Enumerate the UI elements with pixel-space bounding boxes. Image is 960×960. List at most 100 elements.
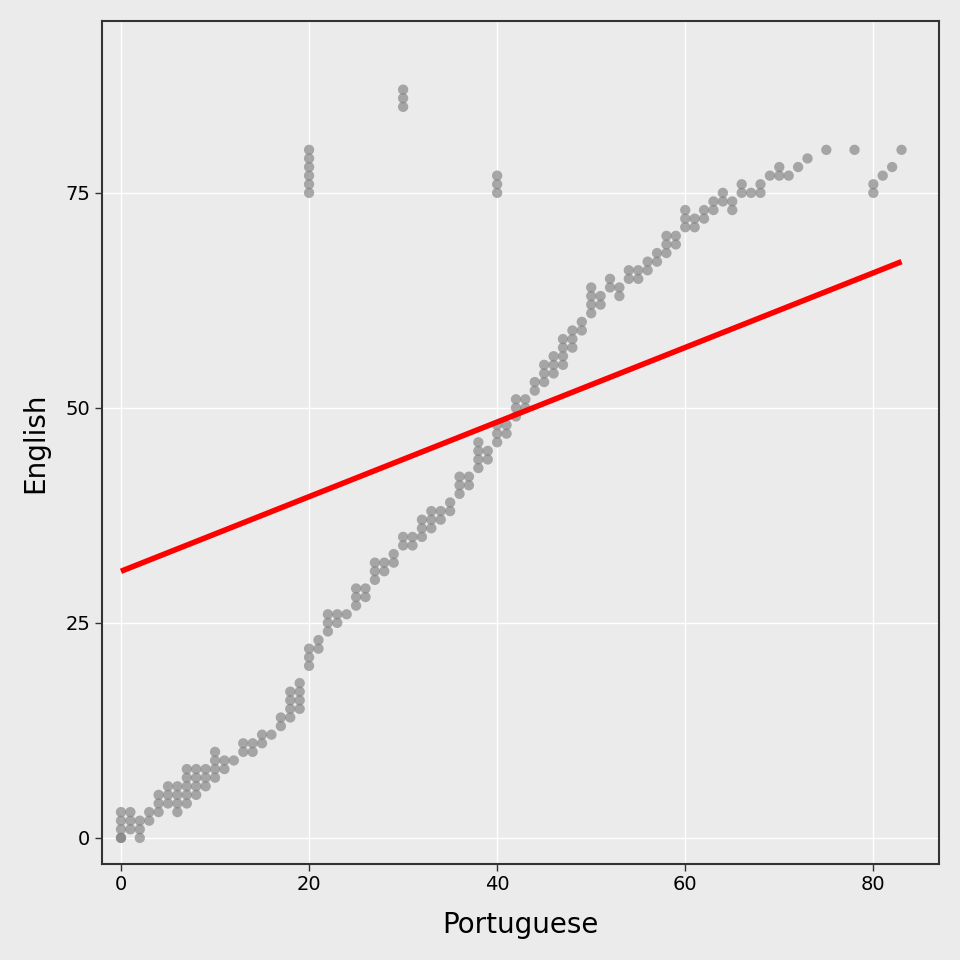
- Point: [668, 237, 684, 252]
- Point: [470, 444, 486, 459]
- Point: [725, 194, 740, 209]
- Point: [621, 263, 636, 278]
- Point: [217, 761, 232, 777]
- Point: [170, 804, 185, 820]
- Point: [537, 366, 552, 381]
- Point: [659, 246, 674, 261]
- Point: [508, 392, 523, 407]
- Point: [188, 779, 204, 794]
- Point: [123, 813, 138, 828]
- Point: [235, 735, 251, 751]
- Point: [188, 761, 204, 777]
- Point: [368, 555, 383, 570]
- Point: [612, 279, 627, 295]
- Point: [753, 185, 768, 201]
- Point: [734, 177, 750, 192]
- Point: [396, 90, 411, 106]
- Point: [329, 607, 345, 622]
- Point: [368, 572, 383, 588]
- Point: [282, 692, 298, 708]
- Point: [113, 830, 129, 846]
- Point: [734, 185, 750, 201]
- Point: [781, 168, 797, 183]
- Point: [631, 263, 646, 278]
- Point: [151, 796, 166, 811]
- Point: [555, 348, 570, 364]
- Point: [132, 830, 148, 846]
- Point: [386, 546, 401, 562]
- Point: [490, 435, 505, 450]
- Point: [282, 684, 298, 700]
- Point: [490, 177, 505, 192]
- Point: [443, 503, 458, 518]
- Point: [772, 159, 787, 175]
- Point: [546, 348, 562, 364]
- Point: [452, 469, 468, 485]
- Point: [113, 830, 129, 846]
- Point: [584, 305, 599, 321]
- Point: [282, 701, 298, 716]
- Point: [321, 607, 336, 622]
- X-axis label: Portuguese: Portuguese: [443, 911, 599, 939]
- Point: [207, 770, 223, 785]
- Point: [555, 331, 570, 347]
- Point: [490, 418, 505, 433]
- Point: [490, 185, 505, 201]
- Point: [527, 374, 542, 390]
- Point: [687, 220, 703, 235]
- Point: [264, 727, 279, 742]
- Point: [123, 804, 138, 820]
- Point: [866, 177, 881, 192]
- Point: [715, 185, 731, 201]
- Point: [433, 503, 448, 518]
- Point: [292, 676, 307, 691]
- Point: [517, 392, 533, 407]
- Point: [339, 607, 354, 622]
- Point: [348, 598, 364, 613]
- Point: [790, 159, 805, 175]
- Point: [753, 177, 768, 192]
- Point: [376, 564, 392, 579]
- Point: [612, 288, 627, 303]
- Point: [245, 735, 260, 751]
- Point: [537, 374, 552, 390]
- Point: [508, 409, 523, 424]
- Point: [151, 804, 166, 820]
- Point: [490, 426, 505, 442]
- Point: [132, 813, 148, 828]
- Point: [423, 503, 439, 518]
- Point: [358, 589, 373, 605]
- Point: [198, 761, 213, 777]
- Point: [866, 185, 881, 201]
- Point: [160, 787, 176, 803]
- Point: [659, 228, 674, 244]
- Point: [480, 452, 495, 468]
- Point: [621, 271, 636, 286]
- Point: [198, 779, 213, 794]
- Point: [348, 589, 364, 605]
- Point: [706, 203, 721, 218]
- Point: [151, 787, 166, 803]
- Point: [160, 796, 176, 811]
- Point: [274, 709, 289, 725]
- Point: [508, 400, 523, 416]
- Point: [141, 804, 156, 820]
- Point: [584, 279, 599, 295]
- Point: [141, 813, 156, 828]
- Point: [301, 641, 317, 657]
- Point: [884, 159, 900, 175]
- Point: [687, 211, 703, 227]
- Point: [640, 263, 656, 278]
- Point: [405, 529, 420, 544]
- Point: [227, 753, 242, 768]
- Point: [301, 142, 317, 157]
- Point: [207, 761, 223, 777]
- Point: [876, 168, 891, 183]
- Point: [132, 822, 148, 837]
- Point: [461, 477, 476, 492]
- Point: [160, 779, 176, 794]
- Point: [668, 228, 684, 244]
- Point: [706, 194, 721, 209]
- Point: [301, 151, 317, 166]
- Point: [574, 323, 589, 338]
